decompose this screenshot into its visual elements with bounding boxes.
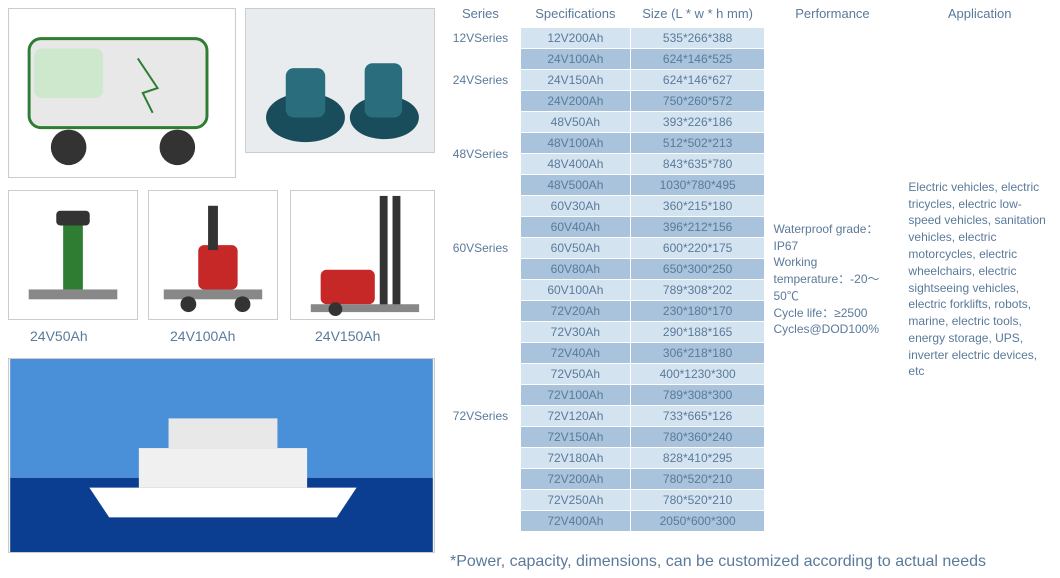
caption-24v150ah: 24V150Ah bbox=[315, 328, 380, 344]
size-cell: 780*360*240 bbox=[630, 427, 765, 448]
size-cell: 2050*600*300 bbox=[630, 511, 765, 532]
size-cell: 750*260*572 bbox=[630, 91, 765, 112]
size-cell: 393*226*186 bbox=[630, 112, 765, 133]
size-cell: 535*266*388 bbox=[630, 28, 765, 49]
size-cell: 1030*780*495 bbox=[630, 175, 765, 196]
th-size: Size (L * w * h mm) bbox=[630, 0, 765, 28]
spec-cell: 72V20Ah bbox=[520, 301, 630, 322]
application-cell: Electric vehicles, electric tricycles, e… bbox=[900, 28, 1060, 532]
size-cell: 624*146*525 bbox=[630, 49, 765, 70]
spec-cell: 48V500Ah bbox=[520, 175, 630, 196]
series-cell: 72VSeries bbox=[441, 301, 521, 532]
spec-cell: 12V200Ah bbox=[520, 28, 630, 49]
spec-cell: 24V100Ah bbox=[520, 49, 630, 70]
performance-cell: Waterproof grade：IP67 Working temperatur… bbox=[765, 28, 900, 532]
th-perf: Performance bbox=[765, 0, 900, 28]
left-image-panel: 24V50Ah 24V100Ah 24V150Ah bbox=[0, 0, 440, 578]
spec-cell: 60V100Ah bbox=[520, 280, 630, 301]
image-pallet-truck-red bbox=[148, 190, 278, 320]
image-floor-scrubber bbox=[245, 8, 435, 153]
spec-cell: 48V50Ah bbox=[520, 112, 630, 133]
size-cell: 360*215*180 bbox=[630, 196, 765, 217]
spec-cell: 48V400Ah bbox=[520, 154, 630, 175]
image-pallet-jack-green bbox=[8, 190, 138, 320]
th-app: Application bbox=[900, 0, 1060, 28]
spec-cell: 60V80Ah bbox=[520, 259, 630, 280]
size-cell: 789*308*202 bbox=[630, 280, 765, 301]
spec-cell: 24V200Ah bbox=[520, 91, 630, 112]
caption-24v50ah: 24V50Ah bbox=[30, 328, 88, 344]
spec-cell: 60V30Ah bbox=[520, 196, 630, 217]
spec-cell: 72V250Ah bbox=[520, 490, 630, 511]
series-cell: 12VSeries bbox=[441, 28, 521, 49]
size-cell: 789*308*300 bbox=[630, 385, 765, 406]
size-cell: 843*635*780 bbox=[630, 154, 765, 175]
image-yacht bbox=[8, 358, 435, 553]
spec-cell: 48V100Ah bbox=[520, 133, 630, 154]
spec-cell: 72V50Ah bbox=[520, 364, 630, 385]
size-cell: 290*188*165 bbox=[630, 322, 765, 343]
image-stacker-forklift bbox=[290, 190, 435, 320]
size-cell: 624*146*627 bbox=[630, 70, 765, 91]
spec-cell: 72V30Ah bbox=[520, 322, 630, 343]
spec-cell: 72V180Ah bbox=[520, 448, 630, 469]
spec-cell: 60V40Ah bbox=[520, 217, 630, 238]
size-cell: 828*410*295 bbox=[630, 448, 765, 469]
spec-table-container: Series Specifications Size (L * w * h mm… bbox=[440, 0, 1060, 532]
size-cell: 600*220*175 bbox=[630, 238, 765, 259]
size-cell: 230*180*170 bbox=[630, 301, 765, 322]
size-cell: 306*218*180 bbox=[630, 343, 765, 364]
series-cell: 60VSeries bbox=[441, 196, 521, 301]
footnote: *Power, capacity, dimensions, can be cus… bbox=[450, 553, 986, 571]
size-cell: 396*212*156 bbox=[630, 217, 765, 238]
table-body: 12VSeries12V200Ah535*266*388Waterproof g… bbox=[441, 28, 1060, 532]
th-series: Series bbox=[441, 0, 521, 28]
th-spec: Specifications bbox=[520, 0, 630, 28]
spec-cell: 72V200Ah bbox=[520, 469, 630, 490]
spec-cell: 72V100Ah bbox=[520, 385, 630, 406]
size-cell: 780*520*210 bbox=[630, 490, 765, 511]
spec-cell: 72V150Ah bbox=[520, 427, 630, 448]
table-row: 12VSeries12V200Ah535*266*388Waterproof g… bbox=[441, 28, 1060, 49]
caption-24v100ah: 24V100Ah bbox=[170, 328, 235, 344]
series-cell: 24VSeries bbox=[441, 49, 521, 112]
size-cell: 400*1230*300 bbox=[630, 364, 765, 385]
spec-cell: 24V150Ah bbox=[520, 70, 630, 91]
spec-table: Series Specifications Size (L * w * h mm… bbox=[440, 0, 1060, 532]
series-cell: 48VSeries bbox=[441, 112, 521, 196]
table-header-row: Series Specifications Size (L * w * h mm… bbox=[441, 0, 1060, 28]
image-sanitation-vehicle bbox=[8, 8, 236, 178]
size-cell: 650*300*250 bbox=[630, 259, 765, 280]
spec-cell: 72V120Ah bbox=[520, 406, 630, 427]
spec-cell: 72V400Ah bbox=[520, 511, 630, 532]
size-cell: 780*520*210 bbox=[630, 469, 765, 490]
spec-cell: 72V40Ah bbox=[520, 343, 630, 364]
size-cell: 733*665*126 bbox=[630, 406, 765, 427]
size-cell: 512*502*213 bbox=[630, 133, 765, 154]
spec-cell: 60V50Ah bbox=[520, 238, 630, 259]
